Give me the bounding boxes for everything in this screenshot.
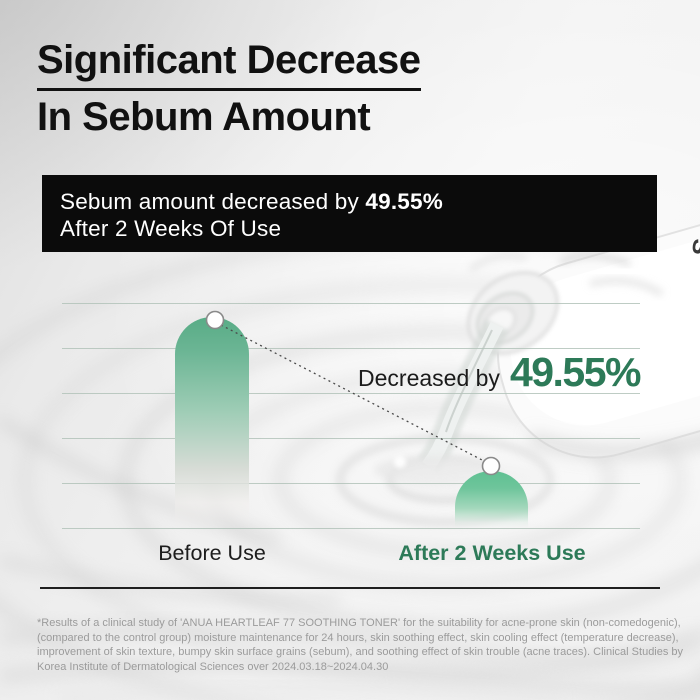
claim-line1-text: Sebum amount decreased by — [60, 189, 366, 214]
claim-banner: Sebum amount decreased by 49.55% After 2… — [42, 175, 657, 252]
splash-highlights — [468, 252, 664, 298]
decrease-annotation-text: Decreased by — [358, 365, 500, 391]
footnote-line: (compared to the control group) moisture… — [37, 631, 679, 644]
footnote-line: *Results of a clinical study of 'ANUA HE… — [37, 617, 681, 629]
gridline — [62, 303, 640, 304]
footnote-line: Korea Institute of Dermatological Scienc… — [37, 660, 389, 673]
bottle-shadow — [527, 431, 700, 459]
gridline — [62, 528, 640, 529]
title-line1: Significant Decrease — [37, 36, 421, 91]
footnote: *Results of a clinical study of 'ANUA HE… — [37, 616, 684, 674]
bar-after-use — [455, 471, 528, 528]
footnote-line: improvement of skin texture, bumpy skin … — [37, 646, 684, 659]
decrease-annotation: Decreased by 49.55% — [0, 349, 642, 396]
gridline — [62, 438, 640, 439]
x-label-before: Before Use — [158, 541, 266, 565]
gridline — [62, 483, 640, 484]
claim-line1: Sebum amount decreased by 49.55% — [60, 188, 657, 215]
page-title: Significant Decrease In Sebum Amount — [37, 36, 421, 142]
x-label-after: After 2 Weeks Use — [398, 541, 586, 565]
claim-line2: After 2 Weeks Of Use — [60, 216, 282, 241]
title-line2: In Sebum Amount — [37, 95, 371, 139]
claim-line1-value: 49.55% — [365, 189, 443, 214]
footer-divider — [40, 587, 660, 589]
decrease-annotation-value: 49.55% — [509, 349, 642, 395]
bottle-label-glyph: S — [686, 237, 700, 256]
water-surface-streaks — [0, 621, 700, 700]
